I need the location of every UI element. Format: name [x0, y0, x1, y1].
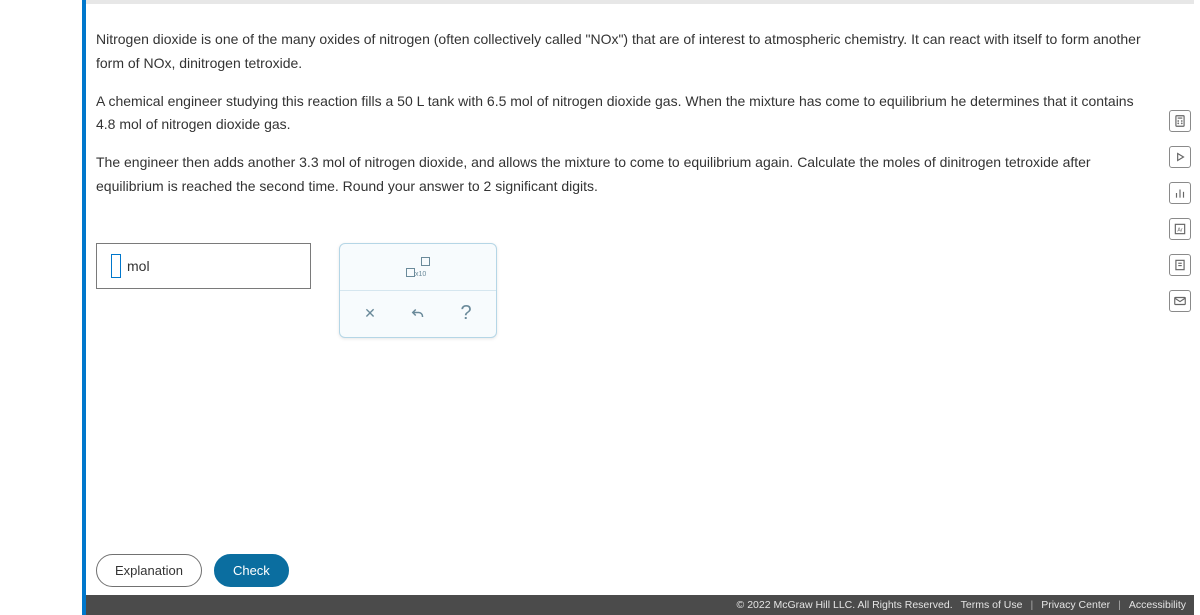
answer-cursor — [111, 254, 121, 278]
top-divider — [86, 0, 1194, 4]
right-toolbar: Ar — [1166, 110, 1194, 312]
input-tool-panel: x10 — [339, 243, 497, 338]
video-icon[interactable] — [1169, 146, 1191, 168]
left-accent-bar — [82, 0, 86, 615]
footer-copyright: © 2022 McGraw Hill LLC. All Rights Reser… — [737, 599, 953, 611]
help-button[interactable] — [446, 299, 486, 329]
answer-row: mol x10 — [96, 243, 1151, 338]
footer-accessibility-link[interactable]: Accessibility — [1129, 599, 1186, 611]
bottom-button-row: Explanation Check — [96, 554, 289, 587]
svg-text:Ar: Ar — [1177, 227, 1183, 233]
explanation-button[interactable]: Explanation — [96, 554, 202, 587]
problem-text-block: Nitrogen dioxide is one of the many oxid… — [96, 28, 1151, 199]
answer-unit: mol — [127, 258, 150, 274]
calculator-icon[interactable] — [1169, 110, 1191, 132]
tool-row-actions — [340, 291, 496, 337]
footer-separator: | — [1030, 599, 1033, 611]
problem-content: Nitrogen dioxide is one of the many oxid… — [96, 28, 1151, 338]
periodic-table-icon[interactable]: Ar — [1169, 218, 1191, 240]
scientific-notation-button[interactable]: x10 — [398, 252, 438, 282]
footer-privacy-link[interactable]: Privacy Center — [1041, 599, 1110, 611]
footer-separator: | — [1118, 599, 1121, 611]
mail-icon[interactable] — [1169, 290, 1191, 312]
footer-terms-link[interactable]: Terms of Use — [961, 599, 1023, 611]
answer-input-box[interactable]: mol — [96, 243, 311, 289]
clear-button[interactable] — [350, 299, 390, 329]
tool-row-formats: x10 — [340, 244, 496, 291]
problem-paragraph-1: Nitrogen dioxide is one of the many oxid… — [96, 28, 1151, 76]
problem-paragraph-2: A chemical engineer studying this reacti… — [96, 90, 1151, 138]
undo-button[interactable] — [398, 299, 438, 329]
footer-bar: © 2022 McGraw Hill LLC. All Rights Reser… — [86, 595, 1194, 615]
check-button[interactable]: Check — [214, 554, 289, 587]
problem-paragraph-3: The engineer then adds another 3.3 mol o… — [96, 151, 1151, 199]
bar-chart-icon[interactable] — [1169, 182, 1191, 204]
reference-icon[interactable] — [1169, 254, 1191, 276]
